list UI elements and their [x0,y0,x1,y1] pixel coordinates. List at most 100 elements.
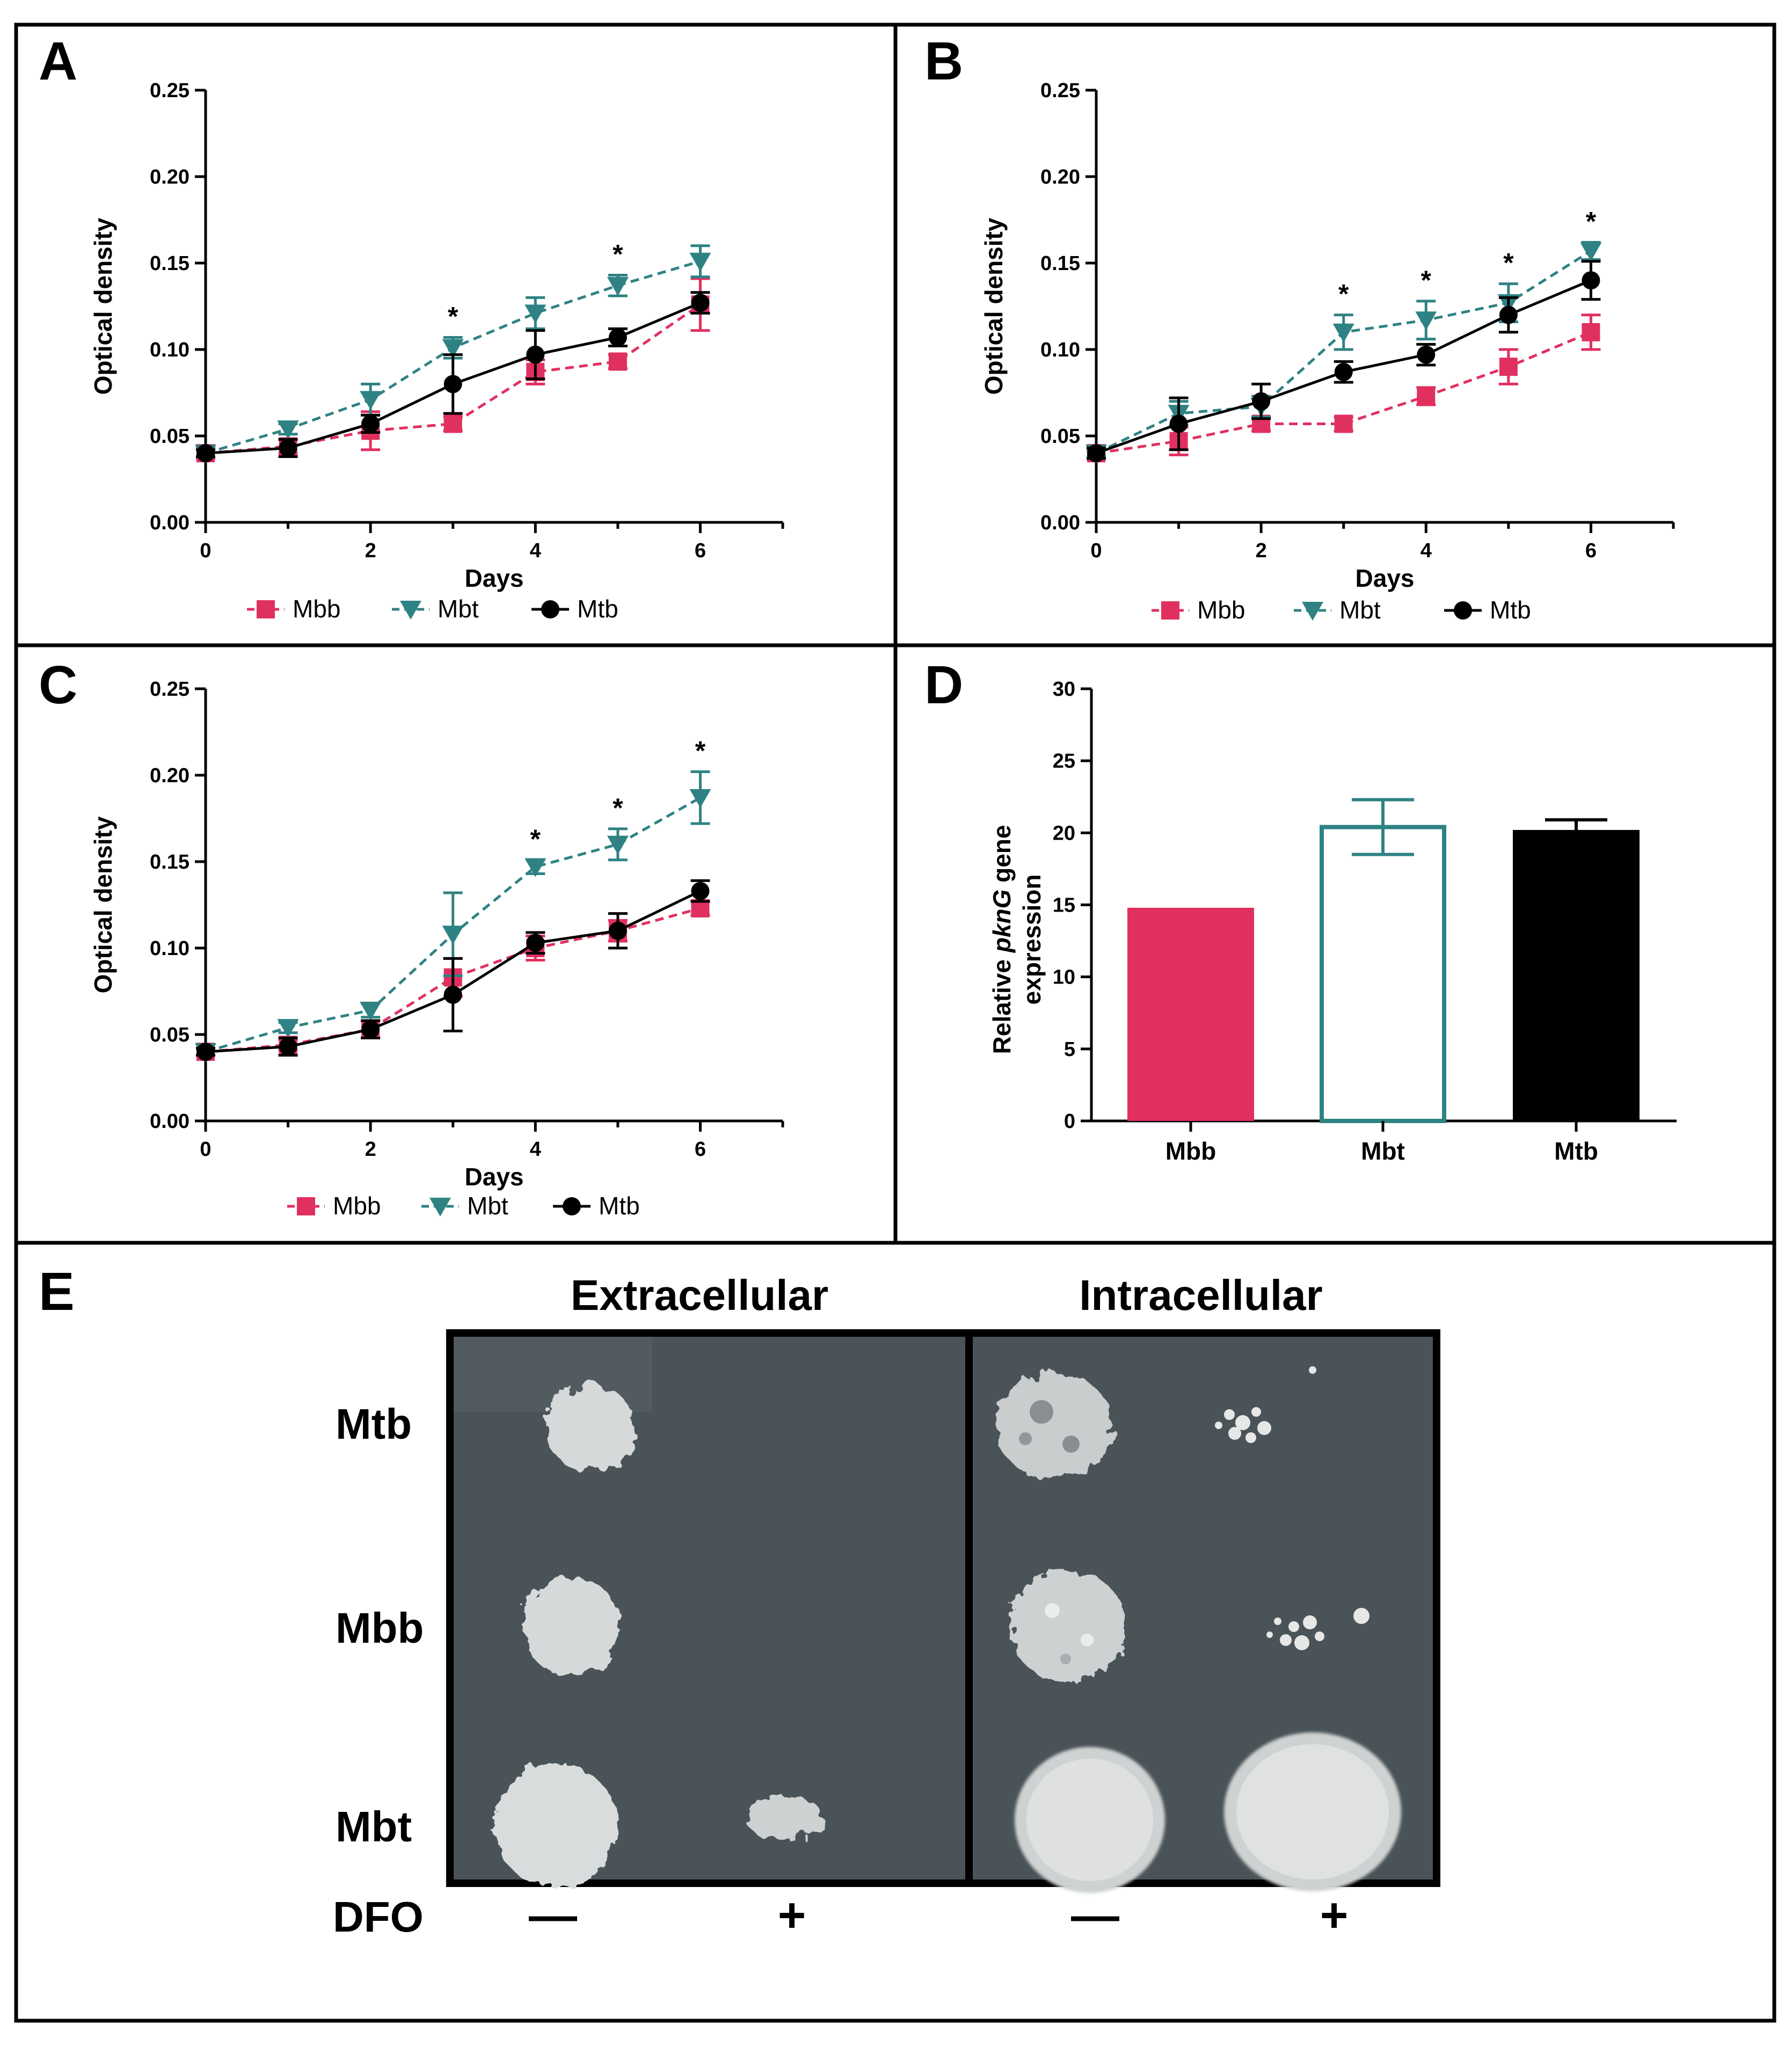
y-tick-label: 0.00 [1040,512,1080,534]
y-tick-label: 0.25 [150,678,190,701]
y-tick-label: 0.05 [150,1024,190,1046]
point-mbt [1332,323,1354,343]
micro-colony [1228,1427,1241,1440]
colony-mbb-extra-minus [522,1577,621,1676]
colony-texture [1045,1603,1060,1618]
micro-colony [1274,1618,1281,1625]
significance-star: * [613,793,623,823]
panel-letter-d: D [924,655,963,715]
point-mbt [1580,242,1602,261]
legend-label-mbt: Mbt [467,1192,508,1220]
point-mtb [443,375,462,394]
legend-label-mbb: Mbb [333,1192,381,1220]
x-axis-label: Days [465,564,524,592]
point-mtb [361,414,380,433]
point-mtb [1499,305,1518,324]
y-tick-label: 5 [1064,1038,1075,1061]
micro-colony [1215,1422,1222,1429]
x-tick-label: 4 [530,540,541,562]
colony-mbt-intra-minus-core [1026,1759,1153,1881]
x-tick-label: 0 [200,1138,211,1161]
legend-marker-mbb [297,1197,315,1215]
sparse-colonies-mtb-plus [1215,1366,1316,1443]
x-tick-label: 2 [365,540,376,562]
y-tick-label: 20 [1053,822,1075,844]
header-intracellular: Intracellular [1079,1271,1323,1319]
significance-star: * [1421,265,1432,295]
micro-colony [1245,1432,1256,1443]
y-tick-label: 0.15 [150,252,190,275]
y-tick-label: 0.00 [150,512,190,534]
point-mtb [608,328,627,347]
point-mtb [196,1043,215,1061]
micro-colony [1288,1621,1299,1632]
significance-star: * [448,301,458,331]
x-tick-label-mbb: Mbb [1165,1137,1216,1165]
colony-texture [1060,1653,1071,1664]
x-tick-label: 4 [1421,540,1432,562]
legend-marker-mtb [1454,601,1472,620]
point-mbt [607,835,629,855]
y-tick-label: 0.25 [150,79,190,102]
bar-mbb [1127,907,1254,1121]
point-mtb [526,345,545,364]
point-mtb [361,1020,380,1039]
point-mbb [1334,414,1353,433]
point-mbt [1415,311,1437,331]
legend-marker-mbt [429,1198,451,1216]
point-mbt [442,339,464,358]
x-tick-label: 6 [695,1138,706,1161]
point-mtb [1417,345,1436,364]
x-tick-label: 6 [1585,540,1597,562]
y-tick-label: 0.05 [150,425,190,448]
significance-star: * [1586,206,1597,236]
legend-label-mbb: Mbb [293,595,340,623]
point-mtb [279,439,297,457]
x-axis-label: Days [465,1163,524,1191]
colony-texture [1062,1436,1080,1453]
row-label-mbt: Mbt [336,1803,412,1851]
colonies [494,1372,1126,1887]
legend-label-mtb: Mtb [599,1192,640,1220]
point-mbb [608,352,627,371]
point-mbt [360,1001,382,1021]
point-mtb [1334,362,1353,381]
point-mtb [691,882,710,900]
point-mtb [1252,392,1271,411]
point-mtb [526,934,545,952]
point-mbb [1417,387,1436,405]
point-mbt [689,252,711,272]
significance-star: * [1338,279,1349,309]
point-mbt [689,789,711,808]
micro-colony [1251,1407,1261,1417]
y-tick-label: 0.15 [1040,252,1080,275]
micro-colony [1303,1615,1317,1629]
legend-label-mtb: Mtb [577,595,618,623]
y-tick-label: 0.10 [150,339,190,361]
x-tick-label: 2 [365,1138,376,1161]
point-mbt [607,276,629,296]
dfo-label: DFO [333,1893,424,1941]
legend-marker-mbb [257,600,275,618]
point-mtb [1169,414,1188,433]
dfo-minus-intracellular: — [1071,1889,1119,1942]
dfo-minus-extracellular: — [529,1889,577,1942]
significance-star: * [695,736,706,766]
plate-panel: Extracellular Intracellular [333,1271,1440,1942]
point-mbt [442,926,464,945]
dfo-plus-extracellular: + [778,1889,806,1942]
y-tick-label: 0 [1064,1110,1075,1133]
colony-mtb-extra-minus [547,1384,635,1472]
y-tick-label: 0.20 [150,166,190,188]
point-mbb [443,414,462,433]
point-mtb [608,921,627,940]
y-tick-label: 0.00 [150,1110,190,1133]
y-axis-label: Optical density [89,816,117,993]
point-mbt [360,391,382,410]
point-mbt [525,858,547,877]
panel-letter-a: A [39,31,77,91]
colony-texture [1081,1634,1094,1647]
point-mtb [1582,271,1600,290]
colony-texture [1030,1400,1053,1424]
panel-letter-c: C [39,655,77,715]
